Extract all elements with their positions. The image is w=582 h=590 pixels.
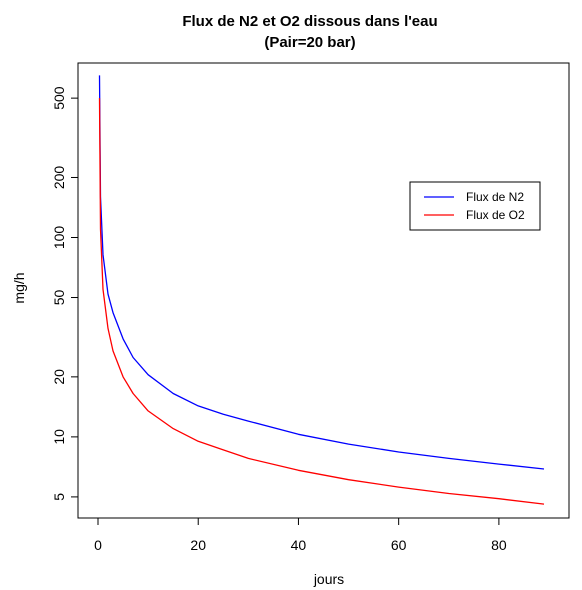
x-axis: 0 20 40 60 80 xyxy=(94,517,507,553)
x-tick-label: 80 xyxy=(491,537,507,553)
series-line-n2 xyxy=(98,75,545,470)
legend-label: Flux de O2 xyxy=(466,208,525,222)
y-tick-label: 50 xyxy=(51,290,67,306)
y-tick-label: 20 xyxy=(51,369,67,385)
x-tick-label: 0 xyxy=(94,537,102,553)
chart-title: Flux de N2 et O2 dissous dans l'eau xyxy=(182,13,437,30)
y-tick-label: 10 xyxy=(51,429,67,445)
series-layer xyxy=(98,75,545,505)
x-axis-label: jours xyxy=(313,571,344,587)
series-line-o2 xyxy=(98,98,545,505)
x-tick-label: 20 xyxy=(190,537,206,553)
x-tick-label: 40 xyxy=(291,537,307,553)
y-tick-label: 200 xyxy=(51,166,67,190)
legend-label: Flux de N2 xyxy=(466,190,524,204)
y-tick-label: 5 xyxy=(51,493,67,501)
legend-box xyxy=(409,181,541,231)
y-axis-label: mg/h xyxy=(11,272,27,303)
chart-subtitle: (Pair=20 bar) xyxy=(264,34,355,51)
y-axis: 5 10 20 50 100 200 500 xyxy=(51,86,78,501)
y-tick-label: 500 xyxy=(51,86,67,110)
x-tick-label: 60 xyxy=(391,537,407,553)
legend: Flux de N2 Flux de O2 xyxy=(409,181,541,231)
y-tick-label: 100 xyxy=(51,226,67,250)
